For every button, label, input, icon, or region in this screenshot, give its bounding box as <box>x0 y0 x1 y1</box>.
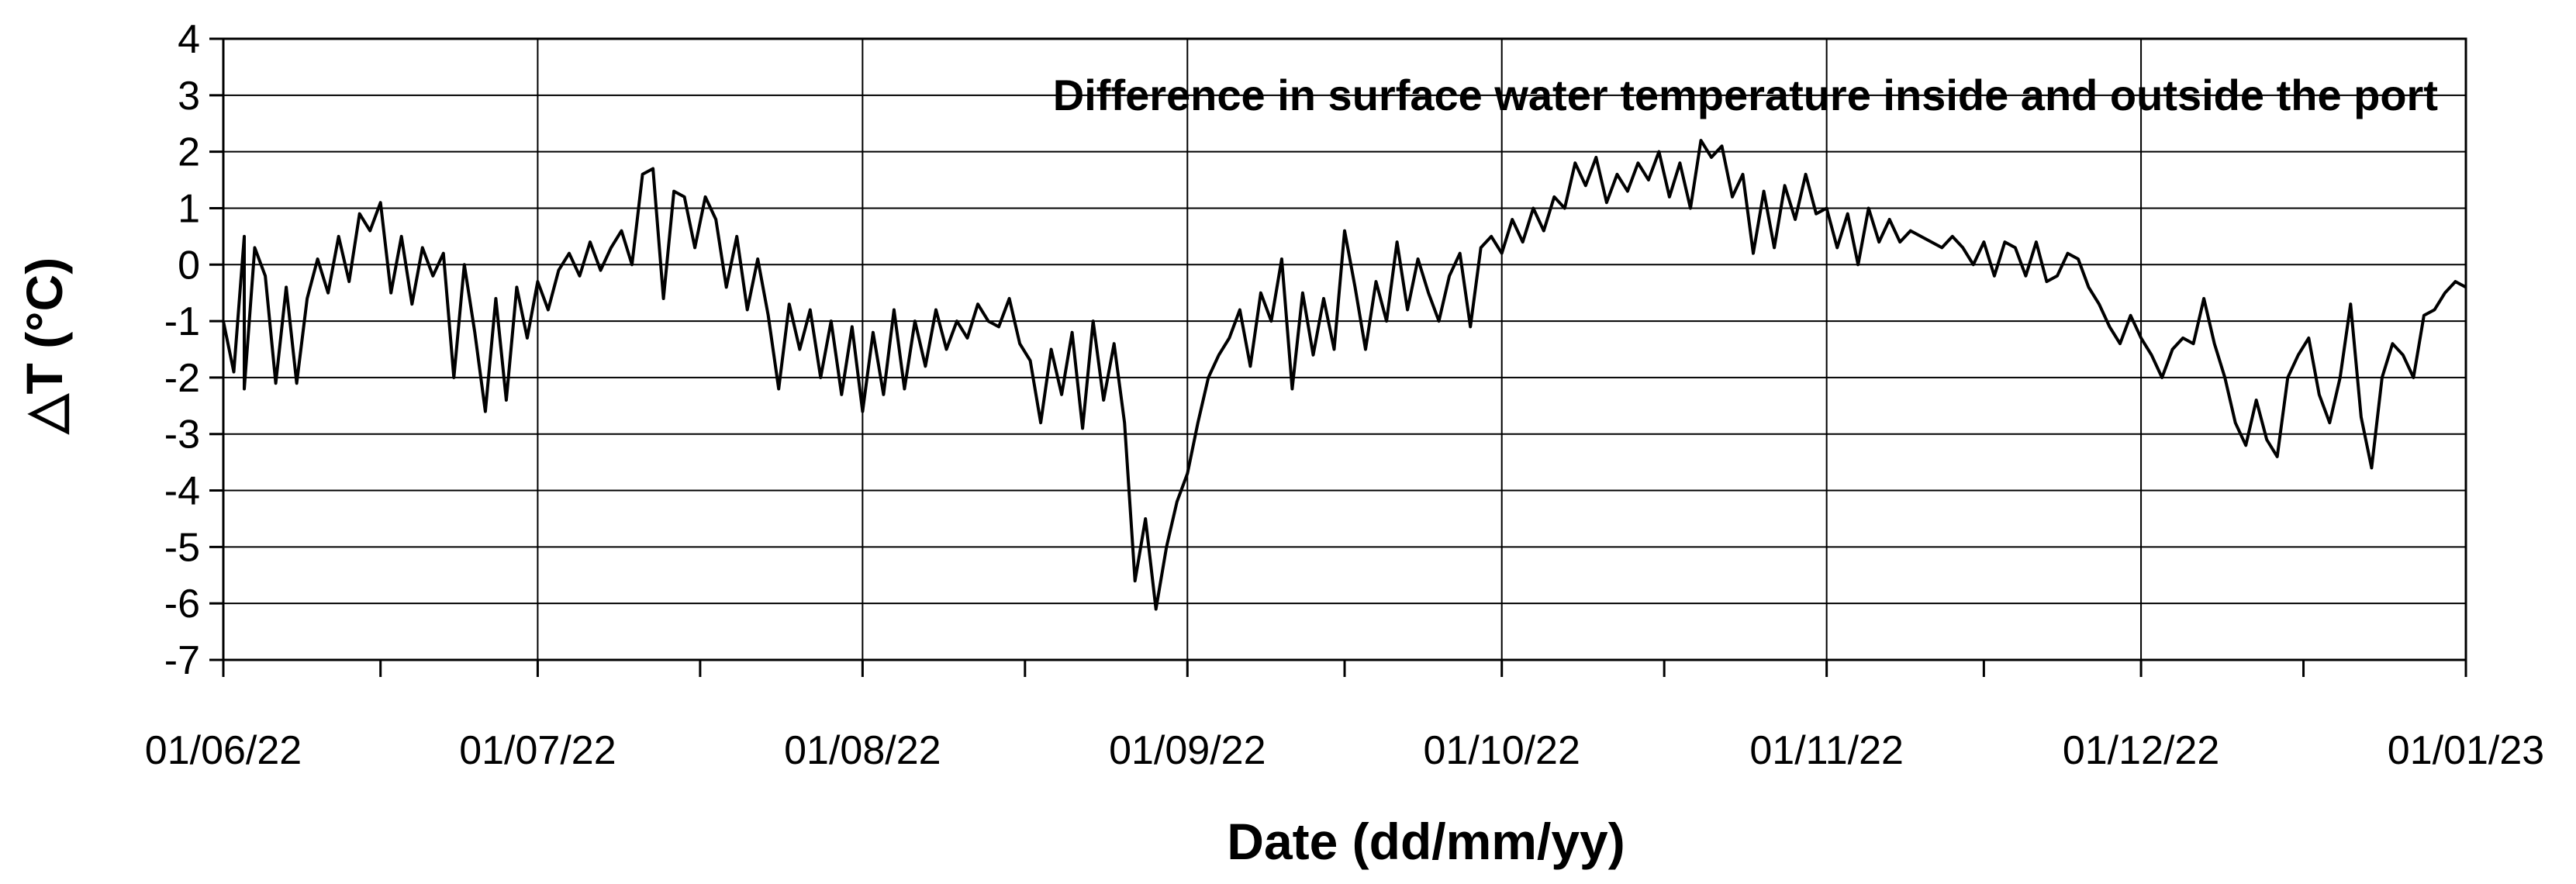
series-line <box>222 139 2467 611</box>
x-tick-label: 01/09/22 <box>1109 728 1266 773</box>
series-group <box>222 139 2467 611</box>
y-tick-label: -7 <box>164 638 200 683</box>
y-tick-label: 0 <box>178 243 200 288</box>
x-tick-label: 01/01/23 <box>2388 728 2544 773</box>
y-tick-label: -4 <box>164 469 200 514</box>
y-tick-label: -5 <box>164 525 200 570</box>
x-tick-label: 01/10/22 <box>1423 728 1580 773</box>
x-tick-label: 01/12/22 <box>2063 728 2219 773</box>
y-tick-label: -6 <box>164 582 200 627</box>
y-tick-label: 2 <box>178 130 200 175</box>
y-axis-ticks: 4 3 2 1 0 -1 -2 -3 -4 -5 -6 -7 <box>164 17 223 683</box>
y-tick-label: 4 <box>178 17 200 62</box>
y-tick-label: 3 <box>178 74 200 119</box>
chart-title: Difference in surface water temperature … <box>1053 71 2438 119</box>
y-tick-label: -2 <box>164 356 200 401</box>
x-tick-label: 01/06/22 <box>145 728 302 773</box>
x-tick-label: 01/07/22 <box>459 728 616 773</box>
y-tick-label: -3 <box>164 413 200 458</box>
y-tick-label: 1 <box>178 186 200 231</box>
x-tick-label: 01/11/22 <box>1749 728 1904 773</box>
y-tick-label: -1 <box>164 299 200 344</box>
x-axis-title: Date (dd/mm/yy) <box>1227 813 1625 870</box>
x-axis-ticks: 01/06/22 01/07/22 01/08/22 01/09/22 01/10/22… <box>145 660 2544 773</box>
y-axis-title: △T (°C) <box>16 257 73 435</box>
x-tick-label: 01/08/22 <box>784 728 941 773</box>
